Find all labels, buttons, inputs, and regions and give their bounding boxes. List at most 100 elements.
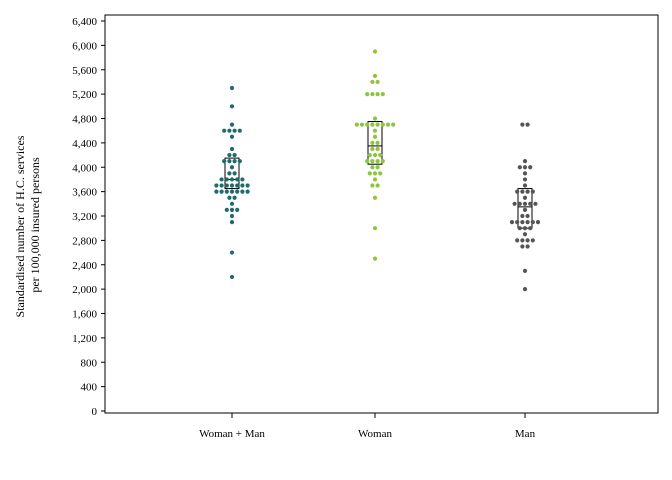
data-point <box>525 238 530 243</box>
data-point <box>367 171 372 176</box>
data-point <box>370 92 375 97</box>
data-point <box>232 159 237 164</box>
data-point <box>229 189 235 194</box>
data-point <box>520 122 525 127</box>
data-point <box>227 152 232 158</box>
y-axis-title: Standardised number of H.C. services per… <box>13 133 42 318</box>
y-tick-label: 1,600 <box>72 309 97 321</box>
data-point <box>515 219 520 225</box>
data-point <box>372 134 378 139</box>
data-point <box>391 122 396 127</box>
data-point <box>530 238 535 243</box>
data-point <box>229 213 235 219</box>
data-point <box>522 268 528 273</box>
y-tick-label: 4,800 <box>72 114 97 126</box>
y-tick-label: 2,000 <box>72 284 97 296</box>
data-point <box>365 122 370 127</box>
data-point <box>240 177 245 182</box>
data-point <box>245 183 250 188</box>
data-point <box>235 177 240 182</box>
data-point <box>224 183 229 188</box>
data-point <box>522 183 528 188</box>
y-tick-label: 6,400 <box>72 16 97 28</box>
data-point <box>370 122 375 127</box>
data-point <box>224 207 229 213</box>
data-point <box>380 159 385 164</box>
data-point <box>370 165 375 170</box>
data-point <box>245 189 250 194</box>
data-point <box>372 256 378 261</box>
y-tick-label: 1,200 <box>72 333 97 345</box>
data-point <box>229 122 235 127</box>
data-point <box>375 79 380 85</box>
y-tick-label: 0 <box>92 406 98 418</box>
data-point <box>214 183 219 188</box>
data-point <box>378 152 383 158</box>
data-point <box>214 189 219 194</box>
data-point <box>229 219 235 225</box>
data-point <box>535 219 541 225</box>
y-tick-label: 400 <box>81 382 98 394</box>
data-point <box>370 79 375 85</box>
data-point <box>375 165 380 170</box>
data-point <box>375 140 380 145</box>
data-point <box>515 238 520 243</box>
data-point <box>229 146 235 152</box>
data-point <box>522 201 528 206</box>
data-point <box>525 213 530 219</box>
data-point <box>522 226 528 231</box>
y-axis-title-line1: Standardised number of H.C. services <box>13 135 27 317</box>
data-point <box>528 201 533 206</box>
data-point <box>372 226 378 231</box>
data-point <box>232 195 237 200</box>
y-tick-label: 6,000 <box>72 40 97 52</box>
data-point <box>378 171 383 176</box>
data-point <box>229 274 235 280</box>
data-point <box>237 128 242 133</box>
data-point <box>224 189 229 194</box>
iqr-box <box>367 121 383 165</box>
data-points <box>214 49 541 292</box>
data-point <box>522 165 528 170</box>
data-point <box>522 195 528 200</box>
data-point <box>525 189 530 194</box>
data-point <box>375 146 380 152</box>
data-point <box>522 177 528 182</box>
data-point <box>219 183 224 188</box>
data-point <box>229 250 235 255</box>
data-point <box>372 116 378 121</box>
data-point <box>219 189 224 194</box>
data-point <box>375 122 380 127</box>
data-point <box>370 183 375 188</box>
data-point <box>372 128 378 133</box>
data-point <box>354 122 359 127</box>
data-point <box>219 177 224 182</box>
data-point <box>367 152 372 158</box>
x-tick-label: Man <box>515 428 536 440</box>
data-point <box>372 195 378 200</box>
data-point <box>235 189 240 194</box>
data-point <box>229 104 235 109</box>
data-point <box>370 159 375 164</box>
data-point <box>372 171 378 176</box>
data-point <box>372 177 378 182</box>
data-point <box>229 134 235 139</box>
data-point <box>509 219 515 225</box>
data-point <box>232 152 237 158</box>
y-tick-label: 800 <box>81 357 98 369</box>
data-point <box>528 165 533 170</box>
y-tick-label: 3,600 <box>72 187 97 199</box>
data-point <box>520 244 525 249</box>
data-point <box>517 226 522 231</box>
data-point <box>525 244 530 249</box>
plot-area-frame <box>104 14 659 414</box>
y-tick-label: 3,200 <box>72 211 97 223</box>
data-point <box>522 207 528 213</box>
data-point <box>372 73 378 78</box>
data-point <box>520 219 525 225</box>
data-point <box>240 189 245 194</box>
data-point <box>520 189 525 194</box>
data-point <box>522 232 528 237</box>
data-point <box>522 287 528 292</box>
